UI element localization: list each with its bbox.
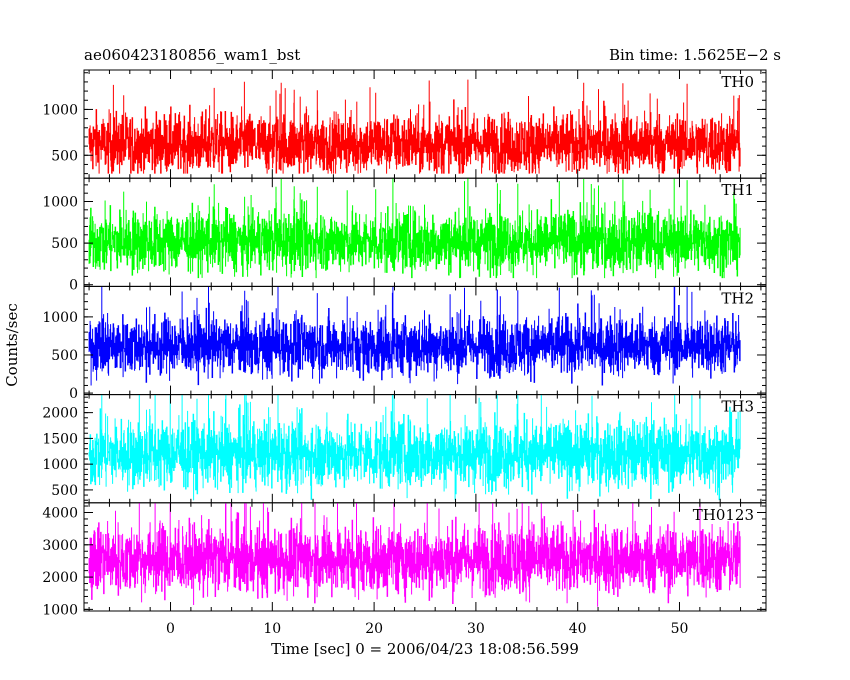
y-tick-label: 1000 (42, 602, 78, 618)
x-tick-label: 10 (263, 621, 281, 637)
panel-th2: 0 500 1000 TH2 (42, 285, 767, 402)
x-axis-label: Time [sec] 0 = 2006/04/23 18:08:56.599 (271, 640, 579, 658)
y-tick-label: 1000 (42, 195, 78, 211)
x-tick-label: 50 (671, 621, 689, 637)
y-tick-label: 500 (51, 483, 78, 499)
y-axis-label: Counts/sec (3, 303, 21, 387)
y-tick-label: 500 (51, 148, 78, 164)
series-trace-th1 (88, 178, 741, 279)
panel-th3: 500 1000 1500 2000 TH3 (42, 394, 767, 504)
y-tick-label: 500 (51, 348, 78, 364)
panel-label: TH3 (721, 398, 754, 416)
series-trace-th2 (88, 286, 741, 386)
x-tick-label: 0 (166, 621, 175, 637)
y-tick-label: 1000 (42, 102, 78, 118)
x-tick-label: 40 (569, 621, 587, 637)
y-tick-label: 1000 (42, 457, 78, 473)
panel-label: TH2 (721, 289, 754, 307)
panels-group: 5001000TH005001000TH105001000TH250010001… (42, 69, 767, 637)
x-tick-label: 20 (365, 621, 383, 637)
panel-th0123: 1000 2000 3000 4000 TH0123 (42, 502, 767, 618)
panel-label: TH0 (721, 73, 754, 91)
y-tick-label: 2000 (42, 570, 78, 586)
series-trace-th3 (88, 394, 741, 501)
title-right: Bin time: 1.5625E−2 s (609, 46, 781, 64)
title-left: ae060423180856_wam1_bst (84, 46, 300, 64)
y-tick-label: 2000 (42, 406, 78, 422)
y-tick-label: 3000 (42, 538, 78, 554)
y-tick-label: 500 (51, 236, 78, 252)
y-tick-label: 1000 (42, 310, 78, 326)
panel-label: TH1 (721, 181, 754, 199)
y-tick-label: 0 (69, 278, 78, 294)
x-tick-label: 30 (467, 621, 485, 637)
panel-label: TH0123 (693, 506, 754, 524)
y-tick-label: 1500 (42, 431, 78, 447)
panel-frame (83, 502, 767, 612)
panel-th0: 500 1000 TH0 (42, 69, 767, 179)
series-trace-th0123 (88, 502, 741, 607)
series-trace-th0 (88, 79, 741, 174)
panel-th1: 0 500 1000 TH1 (42, 177, 767, 294)
y-tick-label: 4000 (42, 505, 78, 521)
y-tick-label: 0 (69, 386, 78, 402)
